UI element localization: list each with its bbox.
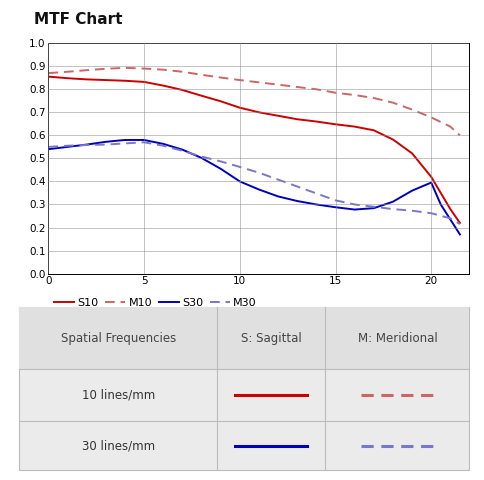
Legend: S10, M10, S30, M30: S10, M10, S30, M30 (54, 298, 257, 308)
Text: M: Meridional: M: Meridional (358, 332, 438, 345)
Text: Spatial Frequencies: Spatial Frequencies (61, 332, 176, 345)
Text: S: Sagittal: S: Sagittal (241, 332, 302, 345)
Text: 10 lines/mm: 10 lines/mm (82, 389, 155, 402)
Bar (19, 307, 469, 369)
Text: 30 lines/mm: 30 lines/mm (82, 439, 155, 453)
Text: MTF Chart: MTF Chart (34, 12, 122, 27)
